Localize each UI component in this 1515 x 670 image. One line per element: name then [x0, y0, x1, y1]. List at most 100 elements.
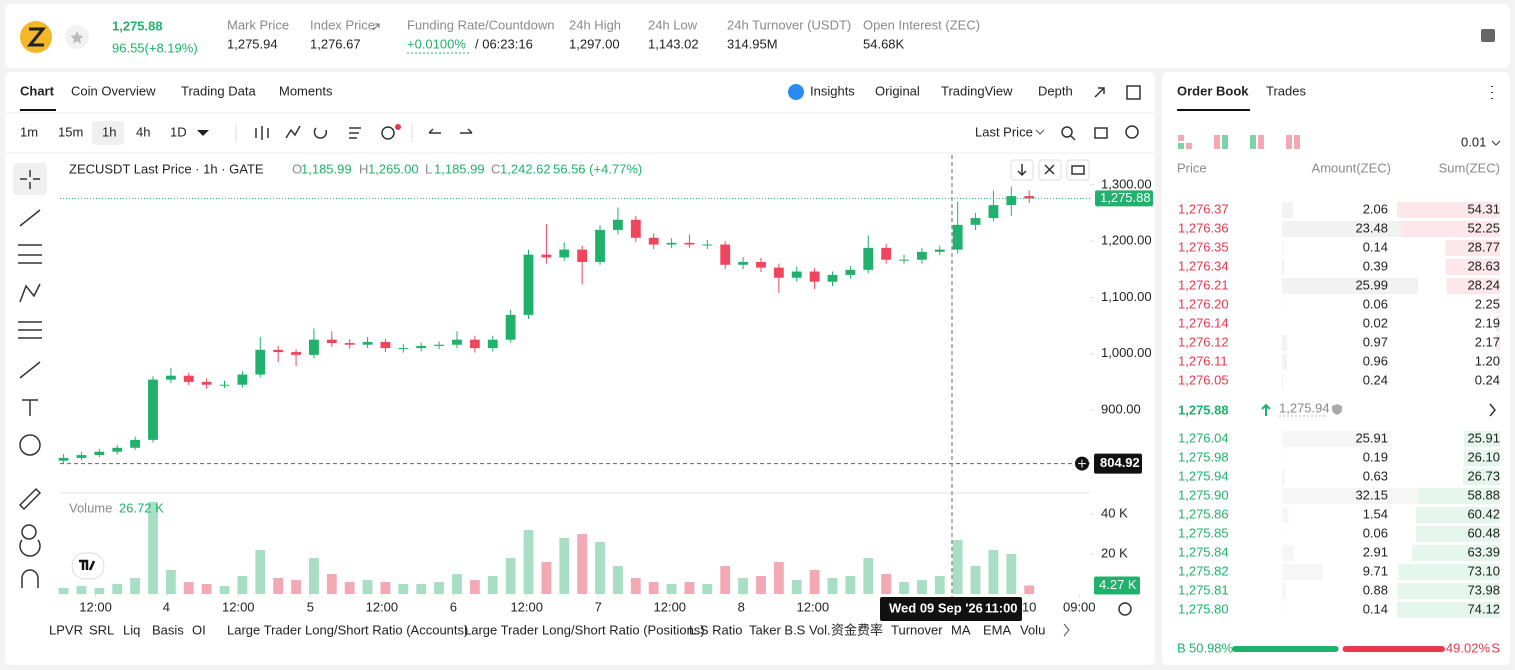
view-tab[interactable]: TradingView [941, 83, 1013, 98]
depth-bar [1416, 507, 1500, 523]
indicator[interactable]: Turnover [891, 622, 943, 637]
ob-amount: 9.71 [1363, 563, 1388, 578]
sell-ratio: 49.02% [1446, 640, 1491, 655]
ob-price: 1,275.98 [1178, 449, 1229, 464]
x-tick-label: 12:00 [510, 599, 543, 614]
indicator[interactable]: LPVR [49, 622, 83, 637]
candle-body [380, 341, 391, 349]
volume-bar [702, 584, 713, 594]
indicator[interactable]: Large Trader Long/Short Ratio (Accounts) [227, 622, 468, 637]
last-volume-tag [1094, 576, 1140, 595]
view-tab[interactable]: Original [875, 83, 920, 98]
candle-body [612, 219, 623, 230]
amount-bar [1282, 240, 1283, 256]
depth-bar [1445, 240, 1500, 256]
stat-value: 1,276.67 [310, 36, 361, 51]
x-tick-label: 6 [450, 599, 457, 614]
volume-bar [326, 574, 337, 594]
stat-value: 1,143.02 [648, 36, 699, 51]
volume-bar [291, 580, 301, 594]
tab[interactable]: Moments [279, 83, 333, 98]
interval[interactable]: 4h [136, 124, 150, 139]
stat-label: 24h High [569, 17, 621, 32]
x-tick-label: 4 [163, 599, 170, 614]
dropdown-arrow [1035, 129, 1045, 135]
volume-bar [398, 584, 409, 594]
indicator[interactable]: OI [192, 622, 206, 637]
chart-button[interactable] [1066, 159, 1090, 181]
volume-bar [183, 582, 194, 594]
indicator[interactable]: 资金费率 [831, 622, 883, 637]
volume-bar [452, 574, 462, 594]
indicator[interactable]: EMA [983, 622, 1012, 637]
plus [1078, 459, 1086, 468]
indicator[interactable]: Large Trader Long/Short Ratio (Positions… [464, 622, 705, 637]
indicator[interactable]: Volu [1020, 622, 1045, 637]
candle-body [148, 379, 158, 440]
ob-price: 1,276.05 [1178, 372, 1229, 387]
view-tab[interactable]: Insights [810, 83, 855, 98]
tab[interactable]: Chart [20, 83, 55, 98]
candle-body [326, 339, 337, 344]
chevron[interactable] [1489, 403, 1496, 417]
precision[interactable]: 0.01 [1461, 134, 1486, 149]
drawing-tools[interactable] [13, 163, 47, 588]
x-tick-label: 12:00 [654, 599, 687, 614]
amount-bar [1282, 335, 1288, 351]
ob-sum: 1.20 [1475, 353, 1500, 368]
depth-bar [1400, 221, 1500, 237]
interval[interactable]: 1D [170, 124, 187, 139]
depth-bar [1446, 278, 1500, 294]
toolbar-icons[interactable] [255, 85, 1141, 141]
buy-bar [1232, 646, 1339, 652]
badge [395, 124, 401, 130]
indicator[interactable]: Liq [123, 622, 140, 637]
tab[interactable]: Trading Data [181, 83, 256, 98]
volume-bar [648, 582, 659, 594]
indicator[interactable]: SRL [89, 622, 114, 637]
indicator-next[interactable] [1063, 623, 1070, 637]
volume-bar [720, 566, 731, 594]
view-tab[interactable]: Depth [1038, 83, 1073, 98]
ob-price: 1,275.81 [1178, 582, 1229, 597]
stat-value: +0.0100% [407, 36, 466, 51]
amount-bar [1282, 602, 1283, 618]
book-view-icons[interactable] [1178, 135, 1300, 149]
volume-bar [416, 584, 427, 594]
indicator[interactable]: Basis [152, 622, 184, 637]
volume-bar [344, 582, 355, 594]
candle-body [523, 254, 534, 315]
header-bar [5, 4, 1510, 68]
volume-bar [630, 578, 641, 594]
mid-price: 1,275.88 [1178, 402, 1229, 417]
interval[interactable]: 1m [20, 124, 38, 139]
ob-price: 1,276.20 [1178, 296, 1229, 311]
candle-body [899, 259, 909, 261]
volume-bar [469, 580, 480, 594]
indicator[interactable]: L.S Ratio [689, 622, 742, 637]
settings-icon[interactable] [1118, 602, 1132, 616]
ob-sum: 2.17 [1475, 334, 1500, 349]
ob-sum: 58.88 [1467, 487, 1500, 502]
candle-body [219, 384, 230, 386]
star-icon [70, 31, 84, 44]
indicator[interactable]: Taker B.S Vol. [749, 622, 831, 637]
tab[interactable]: Coin Overview [71, 83, 156, 98]
ob-tab[interactable]: Order Book [1177, 83, 1249, 98]
ob-amount: 2.91 [1363, 544, 1388, 559]
tv-glyph [79, 559, 96, 571]
candle-body [309, 339, 319, 355]
indicator[interactable]: MA [951, 622, 971, 637]
price-source[interactable]: Last Price [975, 124, 1033, 139]
volume-bar [273, 578, 284, 594]
interval[interactable]: 15m [58, 124, 83, 139]
ob-tab[interactable]: Trades [1266, 83, 1306, 98]
book-icon[interactable] [1481, 29, 1495, 42]
candle-body [165, 375, 176, 380]
candle-body [881, 247, 892, 260]
ob-sum: 73.10 [1467, 563, 1500, 578]
legend-key: H [359, 161, 368, 176]
interval[interactable]: 1h [102, 124, 116, 139]
volume-bar [934, 576, 945, 594]
stat-label: 24h Low [648, 17, 698, 32]
